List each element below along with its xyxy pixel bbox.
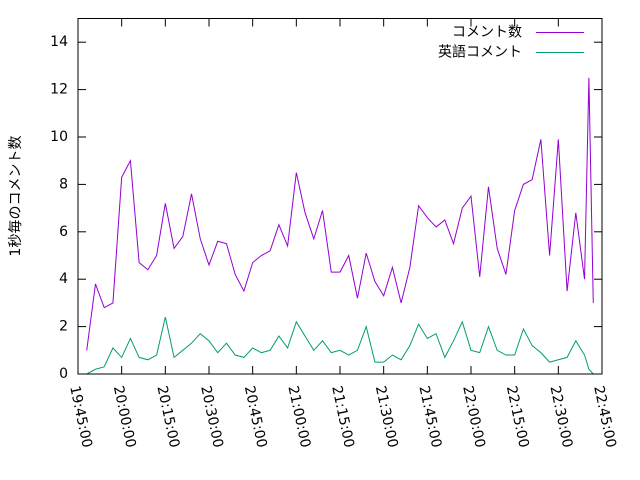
legend-label: コメント数 [452, 25, 522, 41]
y-tick-label: 2 [59, 319, 68, 335]
y-tick-label: 10 [50, 129, 68, 145]
series-line [86, 77, 594, 351]
y-tick-label: 4 [59, 271, 68, 287]
y-axis-label: 1秒毎のコメント数 [8, 136, 24, 257]
y-tick-label: 8 [59, 176, 68, 192]
y-tick-label: 14 [50, 34, 68, 50]
series-line [86, 317, 594, 375]
x-tick-label: 22:30:00 [547, 384, 576, 449]
x-tick-label: 20:45:00 [241, 384, 270, 449]
x-tick-label: 21:30:00 [372, 384, 401, 449]
x-tick-label: 21:15:00 [328, 384, 357, 449]
x-tick-label: 22:00:00 [459, 384, 488, 449]
x-tick-label: 22:45:00 [590, 384, 619, 449]
legend-label: 英語コメント [438, 44, 522, 61]
x-tick-label: 21:45:00 [416, 384, 445, 449]
x-tick-label: 20:15:00 [154, 384, 183, 449]
y-tick-label: 0 [59, 366, 68, 382]
x-tick-label: 20:30:00 [197, 384, 226, 449]
y-tick-label: 12 [50, 82, 68, 98]
x-tick-label: 22:15:00 [503, 384, 532, 449]
y-tick-label: 6 [59, 224, 68, 240]
x-tick-label: 20:00:00 [110, 384, 139, 449]
x-tick-label: 19:45:00 [66, 384, 95, 449]
plot-border [77, 18, 603, 375]
x-tick-label: 21:00:00 [285, 384, 314, 449]
